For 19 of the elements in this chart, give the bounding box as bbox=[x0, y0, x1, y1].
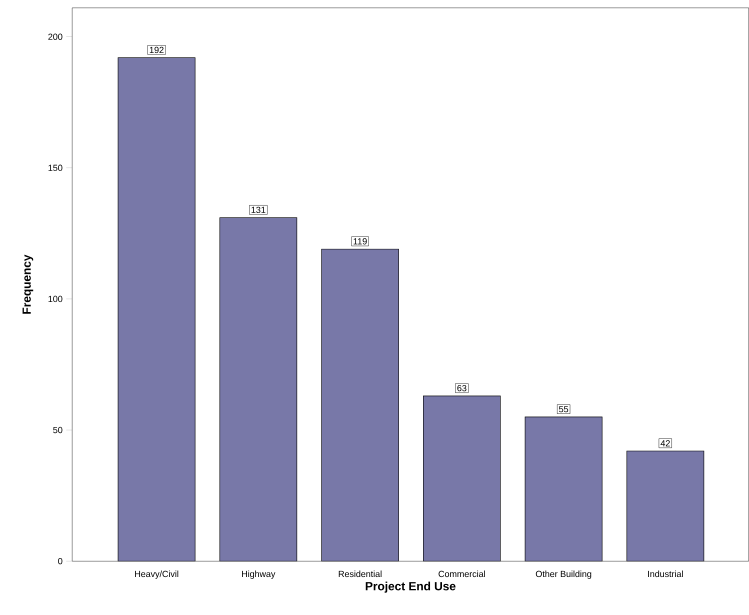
y-tick-label: 50 bbox=[53, 426, 62, 433]
x-tick-label: Heavy/Civil bbox=[135, 570, 178, 579]
y-tick-label: 150 bbox=[48, 164, 62, 171]
y-axis-title: Frequency bbox=[22, 254, 34, 314]
x-tick-label: Commercial bbox=[438, 570, 485, 577]
x-axis-title: Project End Use bbox=[366, 581, 456, 592]
y-tick-label: 200 bbox=[48, 33, 62, 40]
x-tick-label: Highway bbox=[242, 570, 276, 579]
data-label: 119 bbox=[354, 238, 367, 244]
y-tick-label: 0 bbox=[58, 558, 62, 564]
data-label: 55 bbox=[559, 406, 568, 412]
y-tick-label: 100 bbox=[48, 296, 62, 302]
data-label: 192 bbox=[150, 46, 164, 53]
x-tick-label: Industrial bbox=[648, 570, 683, 577]
data-label: 63 bbox=[457, 384, 466, 392]
data-label: 42 bbox=[660, 440, 670, 446]
x-tick-label: Other Building bbox=[536, 570, 592, 579]
data-label: 131 bbox=[252, 206, 266, 213]
x-tick-label: Residential bbox=[338, 570, 382, 577]
